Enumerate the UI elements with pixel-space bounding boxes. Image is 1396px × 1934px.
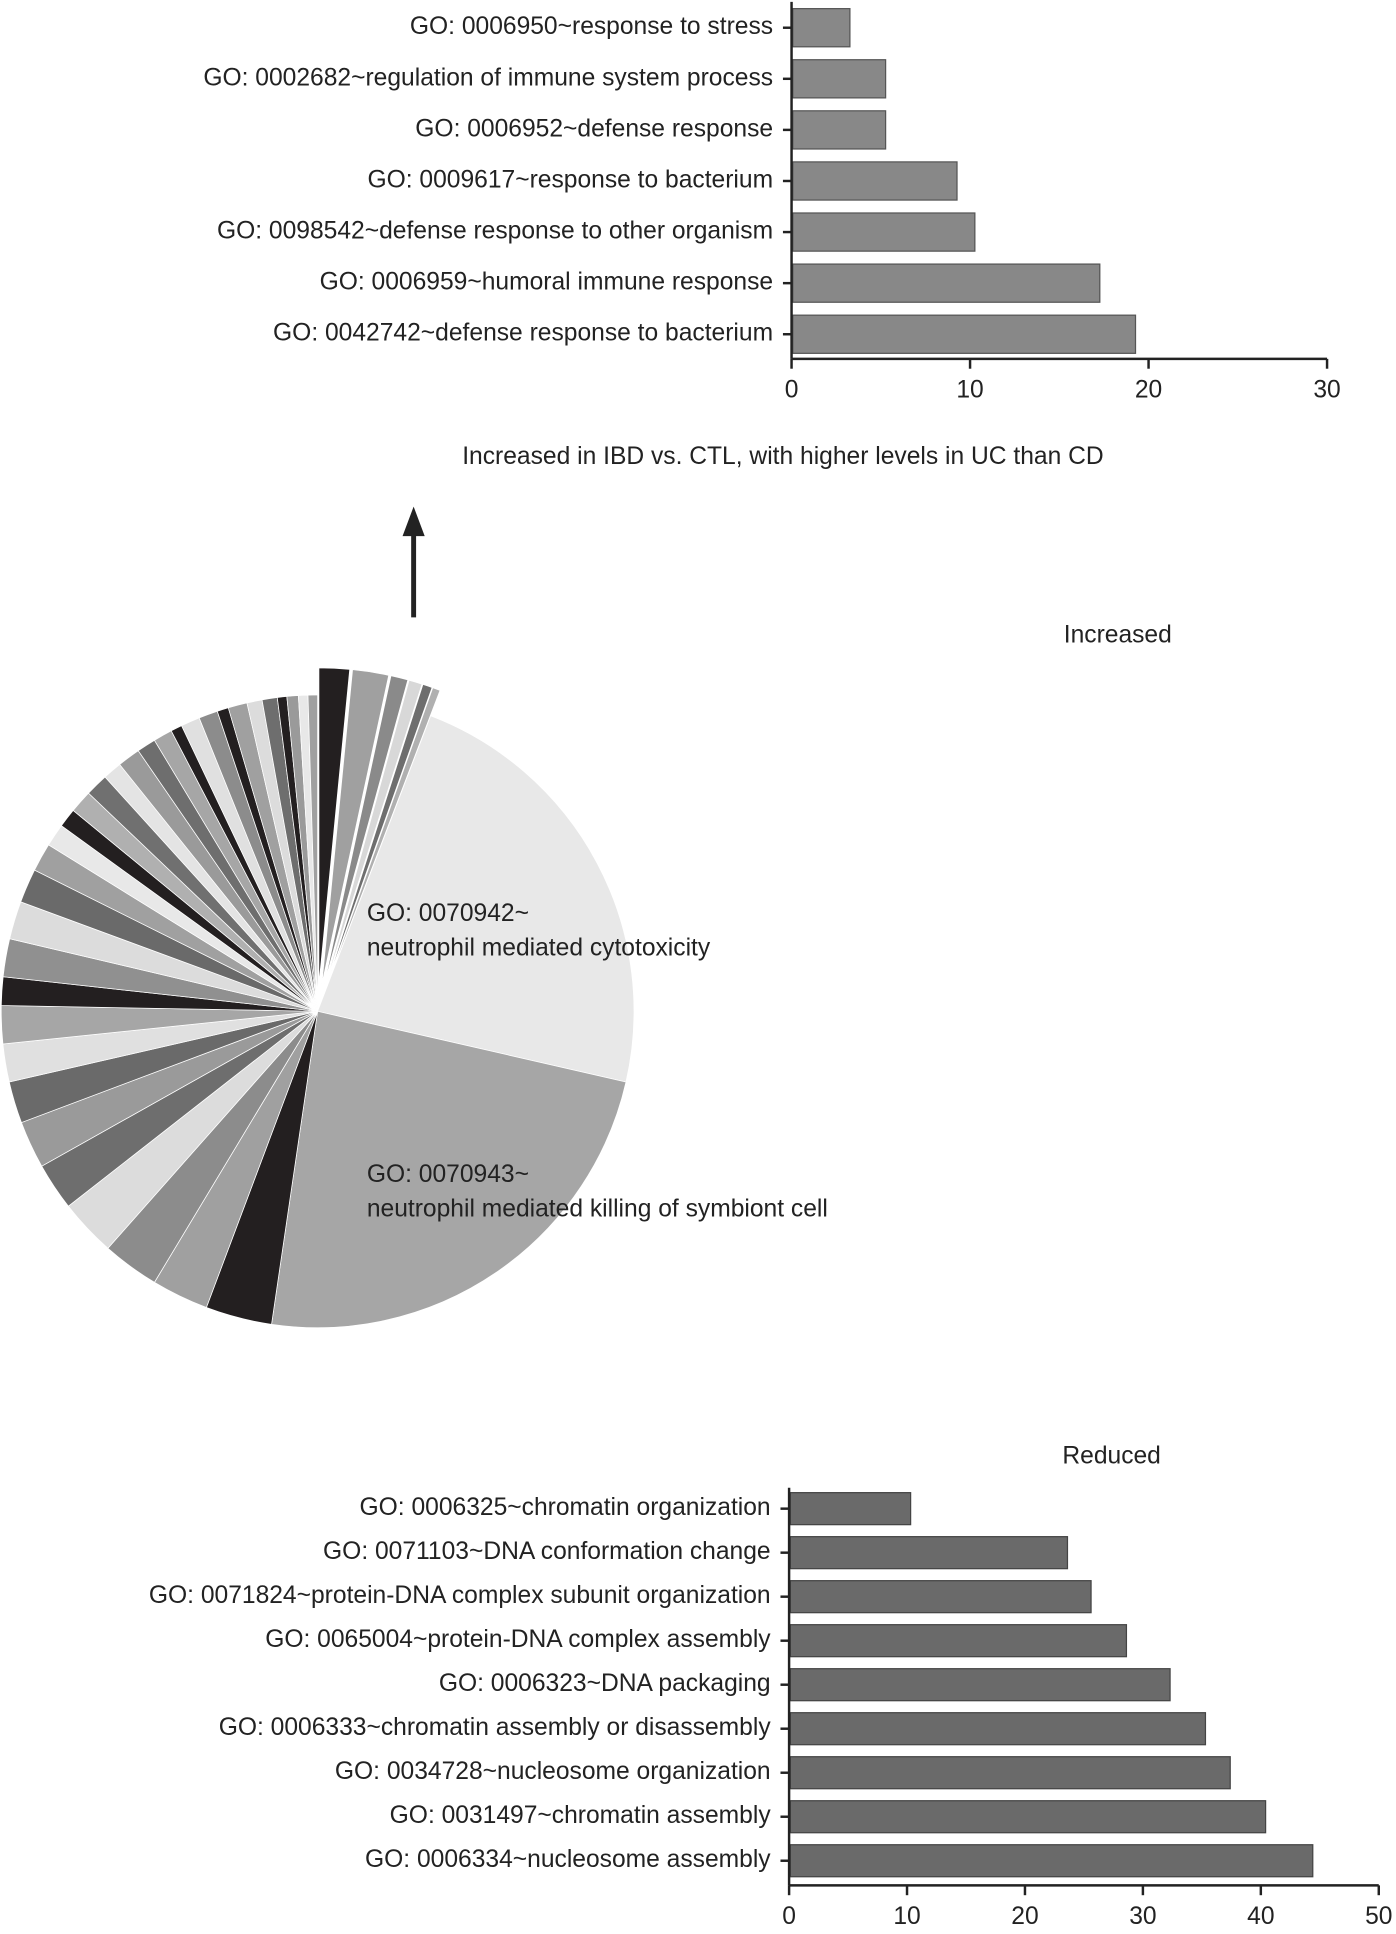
category-label: GO: 0006952~defense response [415,115,773,142]
bar [792,314,1137,354]
pie-slice [323,675,409,986]
x-tick-label: 20 [1135,376,1162,403]
bar [792,212,976,252]
category-label: GO: 0002682~regulation of immune system … [203,64,773,91]
bar [792,263,1101,303]
category-label: GO: 0006333~chromatin assembly or disass… [219,1714,772,1741]
category-label: GO: 0071824~protein-DNA complex subunit … [149,1582,771,1609]
pie-slice [317,715,635,1083]
category-label: GO: 0006950~response to stress [410,13,773,40]
bar [789,1800,1267,1834]
pie-slice [307,694,318,1012]
x-tick-label: 30 [1129,1903,1156,1930]
arrow-head [402,506,425,537]
x-tick-label: 0 [782,1903,796,1930]
x-tick-label: 10 [956,376,983,403]
category-label: GO: 0006323~DNA packaging [439,1670,771,1697]
bar [789,1756,1231,1790]
category-label: GO: 0006325~chromatin organization [360,1494,771,1521]
bar [789,1844,1314,1878]
category-label: GO: 0034728~nucleosome organization [335,1758,771,1785]
category-label: GO: 0006959~humoral immune response [320,269,773,296]
category-label: GO: 0009617~response to bacterium [367,166,773,193]
category-label: GO: 0006334~nucleosome assembly [365,1846,771,1873]
category-label: GO: 0098542~defense response to other or… [217,218,773,245]
x-tick-label: 20 [1011,1903,1038,1930]
x-tick-label: 40 [1247,1903,1274,1930]
slice-label: GO: 0070943~ neutrophil mediated killing … [367,1161,828,1222]
pie-slice [321,669,390,985]
x-tick-label: 30 [1313,376,1340,403]
chart-title: Reduced [1062,1442,1161,1469]
category-label: GO: 0031497~chromatin assembly [390,1802,772,1829]
bar [792,161,958,201]
pie-slice [326,687,441,987]
bar [789,1624,1128,1658]
bar [792,8,851,48]
category-label: GO: 0071103~DNA conformation change [323,1538,771,1565]
bar [792,110,887,150]
pie-slice [318,667,351,985]
x-tick-label: 0 [785,376,799,403]
pie-slice [325,683,433,986]
bar [789,1668,1171,1702]
x-tick-label: 50 [1365,1903,1392,1930]
x-tick-label: 10 [893,1903,920,1930]
bar [789,1492,912,1526]
category-label: GO: 0042742~defense response to bacteriu… [273,320,773,347]
bar [789,1580,1092,1614]
category-label: GO: 0065004~protein-DNA complex assembly [265,1626,771,1653]
bar [792,59,887,99]
annotation: Increased in IBD vs. CTL, with higher le… [462,443,1103,470]
bar [789,1712,1207,1746]
bar [789,1536,1069,1570]
pie-title: Increased [1064,621,1172,648]
pie-slice [271,1010,627,1329]
pie-slice [324,679,423,986]
slice-label: GO: 0070942~ neutrophil mediated cytotoxi… [367,900,711,961]
